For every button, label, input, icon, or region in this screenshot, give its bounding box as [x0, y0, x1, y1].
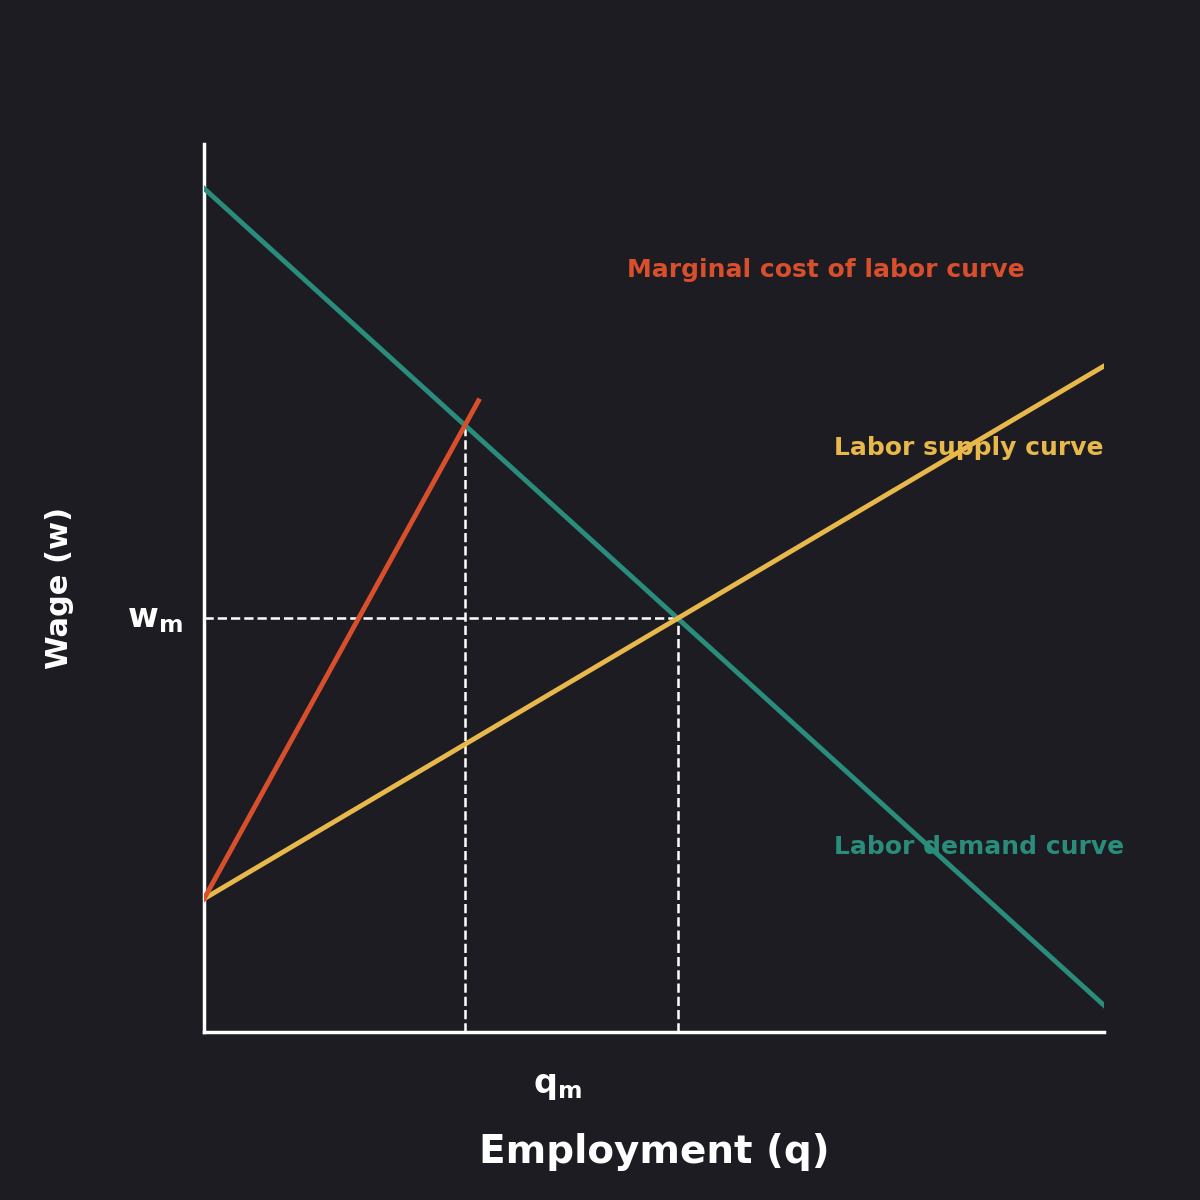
Text: Employment (q): Employment (q) [479, 1133, 829, 1171]
Text: $\mathbf{q_m}$: $\mathbf{q_m}$ [533, 1069, 582, 1102]
Text: $\mathbf{w_m}$: $\mathbf{w_m}$ [127, 602, 182, 635]
Text: Marginal cost of labor curve: Marginal cost of labor curve [628, 258, 1025, 282]
Text: Labor supply curve: Labor supply curve [834, 436, 1104, 460]
Text: Labor demand curve: Labor demand curve [834, 835, 1124, 859]
Text: Wage (w): Wage (w) [46, 506, 74, 670]
